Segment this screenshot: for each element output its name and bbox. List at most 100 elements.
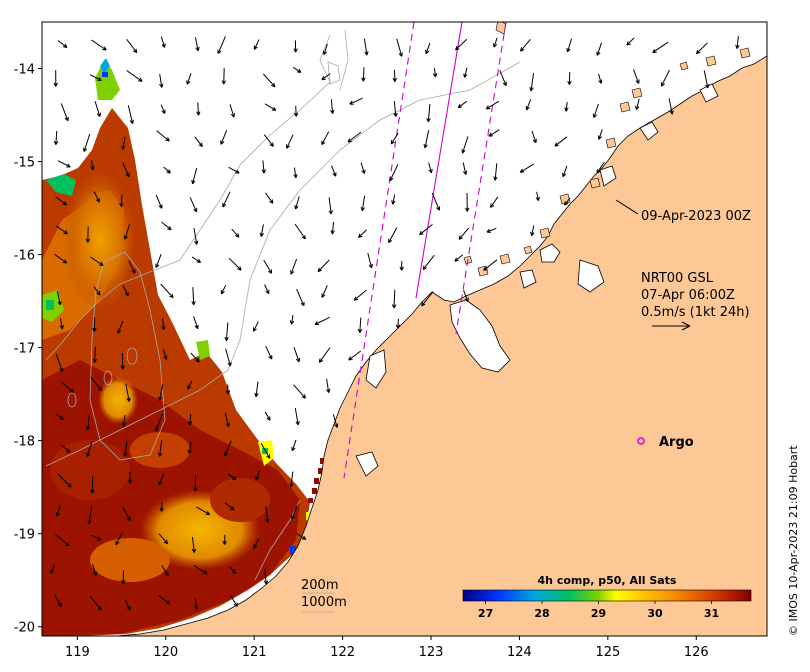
current-arrow: [57, 160, 71, 168]
longitude-axis: 119 120 121 122 123 124 125 126: [65, 636, 709, 660]
timestamp-label: 09-Apr-2023 00Z: [641, 209, 751, 224]
current-arrow: [191, 537, 197, 553]
current-arrow: [490, 196, 499, 208]
current-arrow: [458, 227, 470, 240]
current-arrow: [160, 104, 166, 114]
current-arrow: [347, 131, 362, 143]
current-arrow: [158, 533, 168, 545]
current-arrow: [353, 289, 367, 301]
current-arrow: [519, 163, 534, 173]
current-arrow: [289, 315, 295, 325]
current-arrow: [393, 101, 398, 117]
current-arrow: [225, 348, 232, 367]
current-arrow: [53, 130, 59, 145]
current-arrow: [349, 97, 363, 105]
current-arrow: [391, 194, 396, 205]
colorbar-tick-label: 30: [647, 607, 663, 620]
current-arrow: [652, 41, 669, 54]
current-arrow: [695, 42, 708, 55]
current-arrow: [159, 73, 164, 88]
current-arrow: [361, 67, 366, 82]
current-arrow: [128, 471, 133, 484]
current-arrow: [121, 136, 126, 150]
satellite-tracks: [343, 22, 507, 479]
current-arrow: [360, 195, 366, 212]
current-arrow: [457, 100, 468, 109]
current-arrow: [155, 194, 163, 209]
current-arrow: [92, 564, 98, 576]
current-arrow: [357, 317, 363, 333]
current-arrow: [158, 595, 171, 605]
current-arrow: [531, 130, 537, 144]
current-arrow: [289, 471, 294, 488]
current-arrow: [53, 70, 58, 87]
current-arrow: [260, 443, 271, 459]
current-arrow: [294, 196, 300, 210]
current-arrow: [554, 136, 568, 147]
current-arrow: [428, 162, 433, 174]
current-arrow: [421, 291, 434, 307]
current-arrow: [93, 191, 100, 203]
current-arrow: [124, 599, 131, 611]
current-arrow: [668, 98, 674, 115]
current-arrow: [483, 259, 498, 271]
current-arrow: [119, 194, 124, 208]
current-arrow: [265, 506, 270, 523]
current-arrow: [423, 129, 430, 149]
current-arrow: [395, 318, 401, 329]
current-arrow: [229, 594, 238, 607]
current-arrow: [330, 99, 335, 114]
current-arrow: [259, 224, 265, 237]
current-arrow: [499, 70, 507, 87]
current-arrow: [162, 348, 168, 360]
current-arrow: [227, 473, 237, 481]
current-arrow: [156, 130, 170, 142]
current-arrow: [224, 412, 230, 428]
current-arrow: [193, 228, 199, 245]
current-arrow: [154, 413, 163, 432]
lat-tick-label: -15: [14, 156, 35, 171]
current-arrow: [158, 384, 164, 401]
current-arrow: [122, 162, 130, 178]
current-arrow: [161, 221, 172, 231]
current-arrow: [117, 321, 124, 334]
current-arrow: [193, 316, 199, 330]
colorbar-tick-label: 29: [591, 607, 606, 620]
current-arrow: [396, 38, 403, 57]
current-arrow: [454, 254, 464, 262]
current-arrow: [121, 414, 127, 427]
lat-tick-label: -20: [14, 621, 35, 636]
current-arrow: [127, 105, 134, 125]
current-arrow: [330, 221, 335, 235]
current-arrow: [598, 73, 603, 84]
current-arrow: [194, 136, 203, 148]
current-arrow: [463, 289, 469, 303]
current-arrow: [391, 289, 397, 309]
current-arrow: [529, 72, 535, 92]
current-arrow: [296, 288, 305, 307]
current-arrow: [321, 285, 328, 298]
current-arrow: [635, 98, 640, 111]
current-arrow: [525, 99, 532, 111]
current-arrow: [54, 594, 62, 608]
current-arrow: [389, 164, 399, 182]
isobath-200-label: 200m: [301, 578, 338, 593]
lon-tick-label: 125: [595, 645, 620, 660]
current-arrow: [193, 564, 208, 575]
current-arrow: [426, 103, 431, 123]
current-arrow: [89, 74, 102, 81]
current-arrow: [55, 196, 67, 206]
current-arrow: [121, 570, 126, 585]
current-arrow: [50, 564, 55, 574]
current-arrow: [228, 166, 240, 174]
current-arrow: [293, 105, 299, 117]
current-arrow: [462, 162, 468, 175]
current-arrow: [321, 73, 331, 81]
current-arrow: [392, 69, 397, 83]
current-arrow: [264, 411, 271, 421]
current-arrow: [122, 285, 129, 297]
current-arrow: [60, 381, 75, 393]
current-arrow: [367, 252, 373, 269]
current-arrow: [493, 37, 498, 48]
current-arrow: [363, 38, 369, 56]
